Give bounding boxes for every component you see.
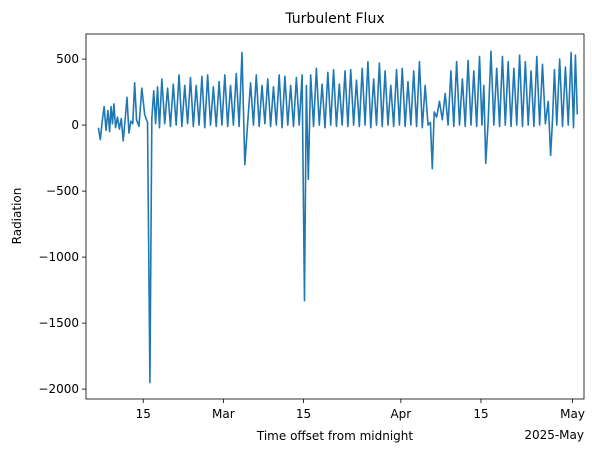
y-tick-label: −1500 <box>38 316 79 330</box>
x-axis-offset-label: 2025-May <box>524 428 584 442</box>
chart-title: Turbulent Flux <box>284 11 384 27</box>
series-line <box>97 50 579 384</box>
y-tick-label: 500 <box>56 52 79 66</box>
y-tick-label: 0 <box>71 118 79 132</box>
y-tick-label: −1000 <box>38 250 79 264</box>
y-axis-ticks: 500 0 −500 −1000 −1500 −2000 <box>38 52 86 396</box>
x-axis-ticks: 15 Mar 15 Apr 15 May <box>136 399 585 421</box>
y-tick-label: −2000 <box>38 382 79 396</box>
y-axis-label: Radiation <box>10 188 24 245</box>
x-tick-label: Mar <box>212 407 235 421</box>
x-tick-label: Apr <box>390 407 411 421</box>
x-tick-label: 15 <box>473 407 488 421</box>
x-tick-label: 15 <box>136 407 151 421</box>
y-tick-label: −500 <box>46 184 79 198</box>
x-axis-label: Time offset from midnight <box>256 429 413 443</box>
plot-frame <box>85 33 585 400</box>
x-tick-label: May <box>560 407 585 421</box>
x-tick-label: 15 <box>296 407 311 421</box>
